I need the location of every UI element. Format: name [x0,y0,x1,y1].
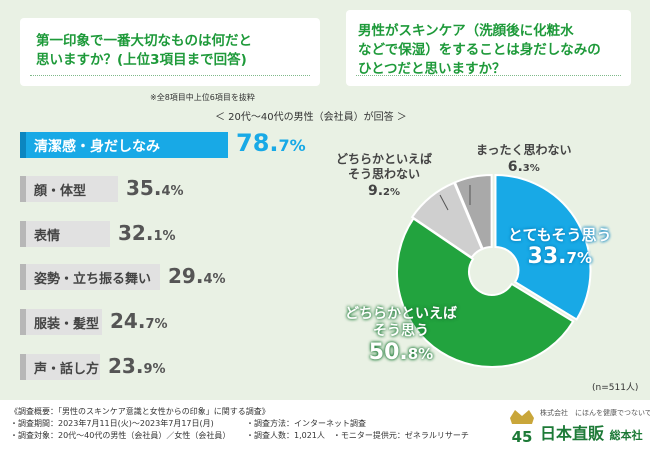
bar-chart: 清潔感・身だしなみ 78.7% 顔・体型 35.4% 表情 32.1% 姿勢・立ち振る舞い 2… [0,128,340,388]
bar-mark: 姿勢・立ち振る舞い [20,264,160,290]
question-left-line1: 第一印象で一番大切なものは何だと [36,33,252,49]
question-card-left: 第一印象で一番大切なものは何だと 思いますか？(上位3項目まで回答) [20,18,320,86]
logo-tagline: 株式会社 にほんを健康でつないでいく [540,409,650,417]
bar-mark: 声・話し方 [20,354,100,380]
bar-mark: 顔・体型 [20,176,118,202]
donut-label-text: どちらかといえば [336,152,433,166]
bar-value-label: 35.4% [126,176,184,200]
donut-label-text: まったく思わない [476,143,572,157]
bar-mark: 清潔感・身だしなみ [20,132,228,158]
sample-size: (n=511人) [592,383,639,393]
question-left-divider [30,75,310,76]
survey-count: ・調査人数：1,021人 ・モニター提供元：ゼネラルリサーチ [246,431,469,440]
bar-mark: 服装・髪型 [20,309,102,335]
donut-value-label: 6.3% [507,159,540,175]
donut-label-2: どちらかといえば そう思う 50.8% [345,306,457,367]
donut-slice-2 [396,217,575,368]
bar-mark: 表情 [20,221,110,247]
donut-slice-3 [410,181,484,259]
donut-value-label: 33.7% [527,244,592,269]
bar-value-label: 24.7% [110,309,168,333]
donut-label-text: どちらかといえば [345,306,457,322]
donut-label-4: まったく思わない 6.3% [476,143,572,178]
leader-line-2 [439,194,449,211]
bar-category-label: 声・話し方 [34,362,100,377]
donut-slice-4 [453,174,493,251]
survey-target: ・調査対象：20代～40代の男性（会社員）／女性（会社員） [10,431,231,440]
survey-summary: 《調査概要：「男性のスキンケア意識と女性からの印象」に関する調査》 ・調査期間：… [10,406,469,442]
donut-label-3: どちらかといえば そう思わない 9.2% [336,152,432,202]
donut-value-label: 50.8% [368,340,434,365]
excerpt-note: ※全8項目中上位6項目を抜粋 [150,93,255,102]
survey-footer: 《調査概要：「男性のスキンケア意識と女性からの印象」に関する調査》 ・調査期間：… [0,400,650,450]
bar-category-label: 姿勢・立ち振る舞い [34,272,152,287]
company-logo: 45 株式会社 にほんを健康でつないでいく 日本直販 総本社 [506,406,650,446]
bar-value-label: 32.1% [118,221,176,245]
donut-slice-1 [494,174,592,321]
bar-category-label: 表情 [34,229,61,244]
donut-label-1: とてもそう思う 33.7% [508,226,612,271]
question-card-right: 男性がスキンケア（洗顔後に化粧水 などで保湿）をすることは身だしなみの ひとつだ… [346,10,631,86]
question-left-line2: 思いますか？(上位3項目まで回答) [36,52,247,68]
bar-value-label: 29.4% [168,264,226,288]
donut-label-text: そう思う [373,323,429,339]
logo-company-name: 日本直販 総本社 [540,420,643,444]
respondent-subtitle: ＜ 20代～40代の男性（会社員）が回答 ＞ [215,112,407,123]
bar-category-label: 清潔感・身だしなみ [34,139,160,155]
survey-method: ・調査方法：インターネット調査 [246,419,366,428]
survey-period: ・調査期間：2023年7月11日(火)～2023年7月17日(月) [10,419,214,428]
survey-title: 《調査概要：「男性のスキンケア意識と女性からの印象」に関する調査》 [10,407,270,416]
bar-category-label: 顔・体型 [34,184,87,199]
bar-category-label: 服装・髪型 [34,317,100,332]
logo-suffix: 総本社 [609,429,643,442]
question-right-divider [356,75,621,76]
logo-company: 日本直販 [540,424,605,443]
donut-label-text: そう思わない [348,167,421,181]
bar-value-label: 78.7% [236,129,306,157]
crown-45-icon: 45 [510,410,534,446]
question-right-text: 男性がスキンケア（洗顔後に化粧水 などで保湿）をすることは身だしなみの ひとつだ… [358,22,601,79]
logo-badge-number: 45 [512,428,533,446]
donut-value-label: 9.2% [367,183,401,199]
donut-label-text: とてもそう思う [508,226,612,244]
bar-value-label: 23.9% [108,354,166,378]
question-left-text: 第一印象で一番大切なものは何だと 思いますか？(上位3項目まで回答) [36,32,252,70]
question-right-line1: 男性がスキンケア（洗顔後に化粧水 [358,23,574,39]
question-right-line3: ひとつだと思いますか？ [358,61,506,77]
question-right-line2: などで保湿）をすることは身だしなみの [358,42,601,58]
